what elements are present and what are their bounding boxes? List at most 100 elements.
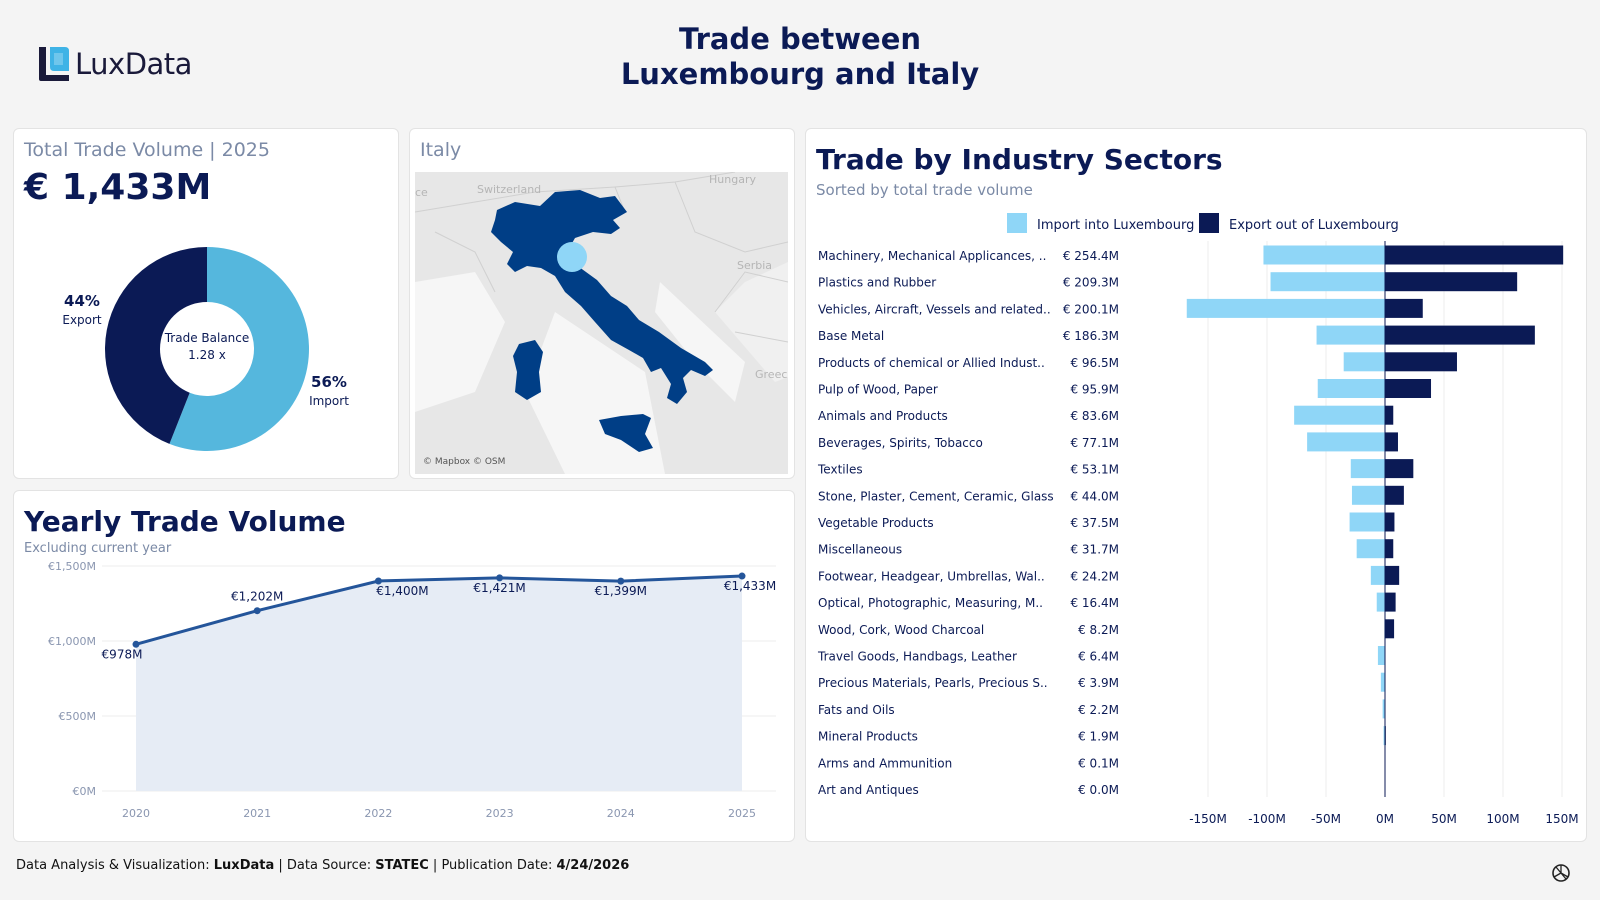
sector-label: Art and Antiques [818, 783, 919, 797]
x-tick-label: 150M [1545, 812, 1578, 826]
sectors-subtitle: Sorted by total trade volume [816, 181, 1033, 199]
export-bar[interactable] [1385, 405, 1394, 425]
export-bar[interactable] [1385, 352, 1457, 372]
yearly-point[interactable] [253, 607, 261, 615]
legend-export-swatch[interactable] [1199, 213, 1219, 233]
import-bar[interactable] [1316, 325, 1385, 345]
sector-total: € 24.2M [1070, 569, 1119, 583]
page-title: Trade between Luxembourg and Italy [500, 22, 1100, 92]
legend-import-label[interactable]: Import into Luxembourg [1037, 218, 1194, 233]
sector-label: Beverages, Spirits, Tobacco [818, 436, 983, 450]
map-title: Italy [420, 139, 462, 161]
x-tick-label: -50M [1311, 812, 1341, 826]
export-bar[interactable] [1385, 325, 1535, 345]
export-label: Export [62, 313, 102, 327]
sector-total: € 3.9M [1078, 676, 1119, 690]
map-attribution[interactable]: © Mapbox © OSM [423, 457, 505, 467]
import-bar[interactable] [1382, 699, 1385, 719]
sector-label: Arms and Ammunition [818, 756, 952, 770]
import-bar[interactable] [1370, 565, 1385, 585]
import-bar[interactable] [1377, 646, 1385, 665]
legend-import-swatch[interactable] [1007, 213, 1027, 233]
export-bar[interactable] [1385, 432, 1398, 452]
export-bar[interactable] [1385, 619, 1395, 639]
sector-total: € 44.0M [1070, 489, 1119, 503]
export-bar[interactable] [1385, 539, 1394, 559]
yearly-title: Yearly Trade Volume [24, 505, 346, 538]
x-tick-label: 0M [1376, 812, 1394, 826]
yearly-point[interactable] [132, 640, 140, 648]
yearly-point[interactable] [738, 572, 746, 580]
sector-label: Vegetable Products [818, 516, 934, 530]
import-bar[interactable] [1294, 405, 1385, 425]
yearly-point[interactable] [496, 574, 504, 582]
sectors-title: Trade by Industry Sectors [816, 143, 1223, 176]
sector-total: € 254.4M [1063, 249, 1119, 263]
export-bar[interactable] [1385, 512, 1395, 532]
sea-west [415, 272, 505, 412]
export-bar[interactable] [1385, 592, 1396, 612]
x-tick-label: 2025 [728, 807, 756, 820]
export-bar[interactable] [1385, 485, 1404, 505]
import-bar[interactable] [1317, 379, 1385, 398]
sector-label: Textiles [817, 463, 863, 477]
footer-date: 4/24/2026 [556, 858, 630, 873]
map-label-switzerland: Switzerland [477, 183, 541, 196]
import-bar[interactable] [1343, 352, 1385, 372]
import-bar[interactable] [1263, 245, 1385, 265]
yearly-trade-card: Yearly Trade Volume Excluding current ye… [13, 490, 795, 842]
map-card: Italy Switzerland Hungary Serbia Greec c… [409, 128, 795, 479]
yearly-line-chart: €978M €1,202M €1,400M €1,421M €1,399M €1,433M… [48, 560, 776, 820]
yearly-point[interactable] [617, 577, 625, 585]
map-marker[interactable] [557, 242, 587, 272]
sector-label: Vehicles, Aircraft, Vessels and related.… [818, 302, 1051, 316]
export-bar[interactable] [1385, 272, 1518, 292]
footer-sep2: | Publication Date: [428, 858, 557, 873]
footer-sep1: | Data Source: [274, 858, 376, 873]
sea-adriatic [655, 282, 745, 402]
logo[interactable]: LuxData [37, 44, 192, 84]
logo-text: LuxData [75, 47, 192, 81]
y-tick-label: €1,500M [48, 560, 96, 573]
sector-total: € 1.9M [1078, 730, 1119, 744]
donut-slice-export[interactable] [104, 247, 207, 444]
sector-label: Base Metal [818, 329, 884, 343]
import-bar[interactable] [1307, 432, 1385, 452]
italy-map[interactable]: Switzerland Hungary Serbia Greec ce © Ma… [415, 172, 788, 474]
import-bar[interactable] [1270, 272, 1385, 292]
sector-label: Travel Goods, Handbags, Leather [817, 650, 1017, 664]
total-trade-title: Total Trade Volume | 2025 [24, 139, 270, 161]
sector-label: Pulp of Wood, Paper [818, 383, 938, 397]
footer-source[interactable]: STATEC [375, 858, 429, 873]
legend-export-label[interactable]: Export out of Luxembourg [1229, 218, 1399, 233]
yearly-data-label: €978M [102, 647, 143, 661]
export-bar[interactable] [1385, 298, 1423, 318]
import-bar[interactable] [1186, 298, 1385, 318]
page-title-line1: Trade between [678, 22, 922, 56]
export-bar[interactable] [1385, 565, 1400, 585]
export-bar[interactable] [1385, 245, 1564, 265]
export-bar[interactable] [1385, 379, 1432, 398]
import-bar[interactable] [1376, 592, 1385, 612]
import-bar[interactable] [1380, 672, 1385, 692]
sicily [599, 414, 653, 452]
x-tick-label: 2022 [364, 807, 392, 820]
footer-brand[interactable]: LuxData [213, 858, 275, 873]
yearly-point[interactable] [374, 577, 382, 585]
import-bar[interactable] [1383, 726, 1385, 746]
sector-total: € 37.5M [1070, 516, 1119, 530]
import-bar[interactable] [1351, 485, 1385, 505]
import-bar[interactable] [1350, 459, 1385, 479]
sector-total: € 16.4M [1070, 596, 1119, 610]
italy-mainland [491, 190, 713, 404]
export-bar[interactable] [1385, 459, 1414, 479]
x-tick-label: -150M [1189, 812, 1227, 826]
yearly-data-label: €1,202M [231, 590, 283, 604]
sector-label: Plastics and Rubber [818, 276, 936, 290]
donut-slice-import[interactable] [169, 247, 310, 451]
openai-icon[interactable] [1550, 862, 1572, 884]
trade-balance-label: Trade Balance [164, 331, 250, 345]
import-bar[interactable] [1356, 539, 1385, 559]
import-bar[interactable] [1349, 512, 1385, 532]
y-tick-label: €1,000M [48, 635, 96, 648]
